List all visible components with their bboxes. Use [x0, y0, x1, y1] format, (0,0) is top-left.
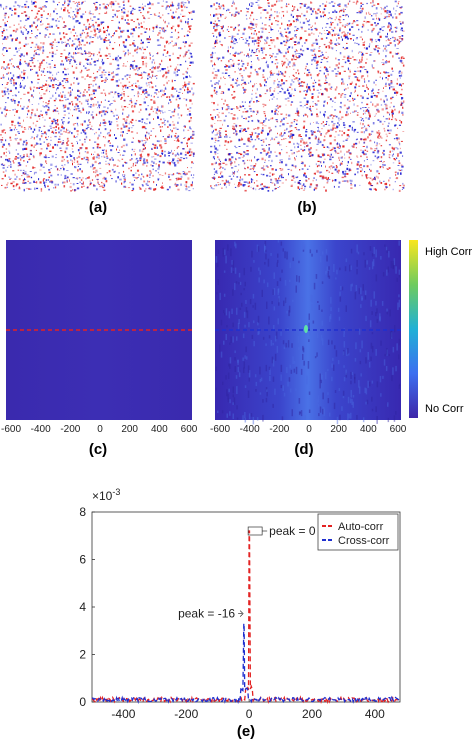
series-line-0	[91, 530, 400, 705]
x-tick-label: 0	[97, 424, 103, 435]
panel-label-a: (a)	[88, 199, 108, 216]
x-tick-label: -200	[269, 424, 289, 435]
y-tick-label: 2	[79, 648, 86, 662]
x-tick-label: -400	[31, 424, 51, 435]
speckle-image-b	[210, 0, 405, 192]
x-tick-label: 400	[151, 424, 168, 435]
x-tick-label: 600	[181, 424, 198, 435]
legend-entry: Cross-corr	[338, 535, 390, 547]
speckle-image-a	[0, 0, 195, 192]
x-tick-label: 200	[121, 424, 138, 435]
correlation-map-d: -600 -400 -200 0 200 400 600	[210, 240, 406, 435]
peak-annotation: peak = -16	[178, 607, 235, 621]
panel-label-e: (e)	[236, 723, 256, 740]
x-tick-label: -600	[210, 424, 230, 435]
panel-label-b: (b)	[297, 199, 317, 216]
correlation-peak-spot	[304, 325, 308, 333]
colorbar-low-label: No Corr	[425, 403, 464, 415]
x-tick-label: 200	[330, 424, 347, 435]
y-exponent-label: ×10-3	[92, 487, 120, 503]
x-tick-label: 0	[306, 424, 312, 435]
colorbar	[409, 240, 418, 418]
x-tick-label: -400	[240, 424, 260, 435]
x-tick-label: -600	[1, 424, 21, 435]
x-tick-label: -400	[111, 707, 135, 720]
x-tick-label: 400	[360, 424, 377, 435]
series-line-1	[91, 622, 400, 705]
y-tick-label: 6	[79, 553, 86, 567]
x-tick-label: 200	[302, 707, 322, 720]
panel-label-d: (d)	[294, 441, 314, 458]
y-tick-label: 4	[79, 600, 86, 614]
colorbar-high-label: High Corr	[425, 246, 473, 258]
legend	[317, 513, 399, 551]
x-tick-label: -200	[174, 707, 198, 720]
correlation-map-c: -600 -400 -200 0 200 400 600	[1, 240, 198, 435]
peak-annotation: peak = 0	[269, 524, 316, 538]
x-tick-label: 0	[246, 707, 253, 720]
panel-label-c: (c)	[88, 441, 108, 458]
x-tick-label: -200	[60, 424, 80, 435]
y-tick-label: 8	[79, 505, 86, 519]
y-tick-label: 0	[79, 695, 86, 709]
x-tick-label: 400	[365, 707, 385, 720]
legend-entry: Auto-corr	[338, 521, 384, 533]
line-chart-e: -400 -200 0 200 400 0 2 4 6 8 ×10-3 Auto-corr Cross-…	[79, 487, 401, 720]
x-tick-label: 600	[390, 424, 406, 435]
